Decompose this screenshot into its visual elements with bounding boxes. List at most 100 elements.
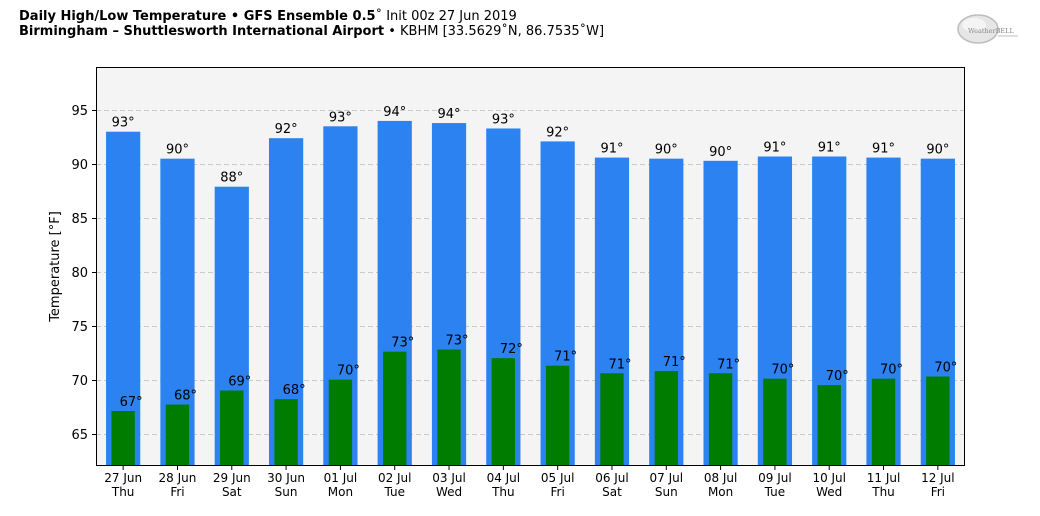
high-temp-label: 92° [275,122,298,137]
y-axis: 65 70 75 80 85 90 95 [71,104,96,443]
x-tick-weekday: Fri [551,485,565,499]
low-temp-label: 72° [500,342,523,357]
low-temp-label: 67° [120,395,143,410]
chart-title-block: Daily High/Low Temperature • GFS Ensembl… [19,9,604,39]
x-tick-weekday: Thu [111,485,135,499]
weatherbell-logo: WeatherBELL [957,14,1018,44]
low-temp-bar [274,399,298,466]
low-temp-label: 70° [880,363,903,378]
low-temp-label: 70° [337,364,360,379]
y-axis-label: Temperature [°F] [48,211,63,323]
x-tick-date: 08 Jul [704,471,738,485]
x-tick-date: 09 Jul [758,471,792,485]
x-tick-date: 27 Jun [104,471,142,485]
x-tick-weekday: Wed [436,485,462,499]
low-temp-bar [654,371,678,466]
x-tick-date: 30 Jun [267,471,305,485]
x-tick-date: 10 Jul [812,471,846,485]
x-tick-weekday: Tue [383,485,405,499]
low-temp-bar [763,378,787,466]
high-temp-label: 91° [872,142,895,157]
low-temp-bar [383,351,407,466]
x-tick-date: 05 Jul [541,471,575,485]
y-tick-label: 70 [71,374,88,389]
low-temp-label: 73° [391,336,414,351]
x-tick-date: 01 Jul [324,471,358,485]
high-temp-label: 94° [383,105,406,120]
x-tick-weekday: Mon [328,485,353,499]
logo-text: WeatherBELL [968,27,1014,35]
high-temp-label: 91° [763,141,786,156]
station-coordinates: • KBHM [33.5629˚N, 86.7535˚W] [384,24,605,39]
low-temp-bar [926,376,950,466]
high-temp-label: 92° [546,125,569,140]
high-temp-label: 93° [329,110,352,125]
y-tick-label: 85 [71,212,88,227]
y-tick-label: 95 [71,104,88,119]
high-temp-label: 93° [112,116,135,131]
high-temp-label: 91° [600,142,623,157]
low-temp-label: 70° [826,369,849,384]
chart-title: Daily High/Low Temperature • GFS Ensembl… [19,9,604,24]
low-temp-label: 73° [446,334,469,349]
plot-frame [96,67,965,466]
chart-subtitle: Birmingham – Shuttlesworth International… [19,24,604,39]
x-tick-weekday: Sat [222,485,242,499]
high-temp-label: 90° [926,143,949,158]
y-tick-label: 80 [71,266,88,281]
bar-series [106,120,955,467]
high-temp-label: 90° [166,143,189,158]
high-temp-label: 90° [709,145,732,160]
low-temp-label: 71° [608,357,631,372]
high-temp-label: 90° [655,143,678,158]
low-temp-bar [871,378,896,466]
low-temp-label: 68° [283,383,306,398]
high-temp-bar [106,131,141,466]
low-temp-label: 71° [554,350,577,365]
data-labels: 93° 67° 90° 68° 88° 69° 92° 68° 93° 70° 94° 73° 94° 7… [112,105,958,410]
low-temp-bar [111,411,135,466]
x-tick-date: 02 Jul [378,471,412,485]
y-tick-label: 75 [71,320,88,335]
high-temp-label: 94° [438,107,461,122]
station-name: Birmingham – Shuttlesworth International… [19,24,385,39]
x-tick-weekday: Sun [275,485,298,499]
x-tick-weekday: Fri [170,485,184,499]
x-tick-weekday: Tue [764,485,786,499]
x-tick-weekday: Sat [602,485,622,499]
low-temp-bar [708,373,733,466]
low-temp-bar [328,379,353,466]
high-temp-label: 93° [492,112,515,127]
x-tick-date: 07 Jul [650,471,684,485]
x-tick-weekday: Thu [871,485,895,499]
low-temp-bar [165,404,190,466]
low-temp-label: 70° [934,360,957,375]
low-temp-label: 68° [174,389,197,404]
high-temp-label: 91° [818,141,841,156]
x-tick-date: 12 Jul [921,471,955,485]
x-tick-weekday: Sun [655,485,678,499]
low-temp-bar [437,349,461,466]
chart-title-init: ˚ Init 00z 27 Jun 2019 [375,9,517,24]
x-tick-date: 11 Jul [867,471,901,485]
low-temp-bar [220,390,244,466]
y-tick-label: 90 [71,158,88,173]
low-temp-bar [817,385,841,466]
x-tick-weekday: Wed [816,485,842,499]
x-tick-date: 28 Jun [159,471,197,485]
y-tick-label: 65 [71,428,88,443]
x-tick-weekday: Thu [491,485,515,499]
chart-title-main: Daily High/Low Temperature • GFS Ensembl… [19,9,376,24]
low-temp-bar [545,365,570,466]
x-tick-weekday: Fri [931,485,945,499]
low-temp-label: 69° [228,375,251,390]
x-tick-date: 29 Jun [213,471,251,485]
low-temp-label: 71° [663,355,686,370]
x-tick-date: 04 Jul [487,471,521,485]
high-temp-label: 88° [220,171,243,186]
x-tick-weekday: Mon [708,485,733,499]
x-tick-date: 06 Jul [595,471,629,485]
low-temp-bar [491,358,516,466]
